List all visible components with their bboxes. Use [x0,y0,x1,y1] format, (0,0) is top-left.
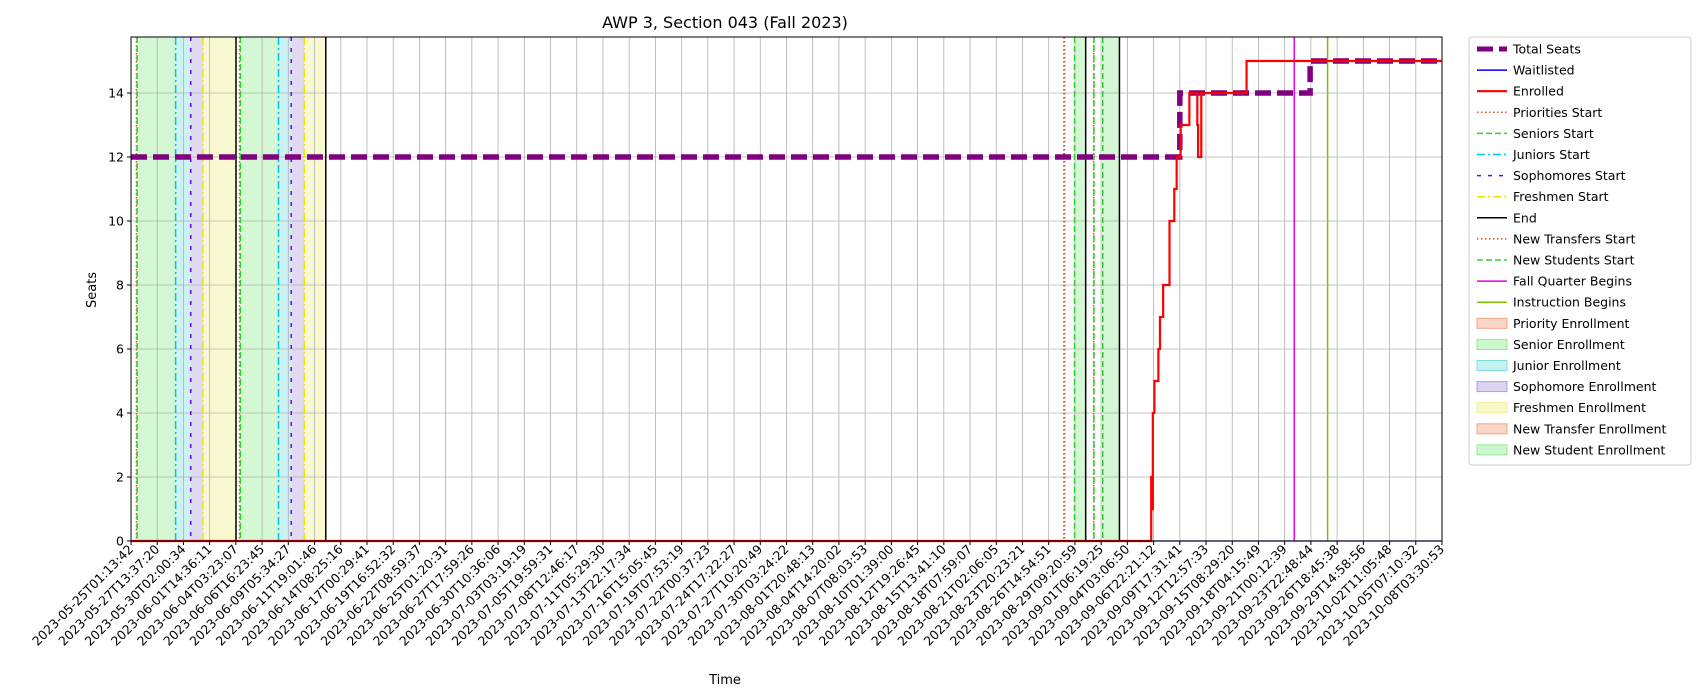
legend-swatch [1476,381,1508,393]
legend-swatch [1476,402,1508,414]
legend-frame [1468,36,1692,466]
legend-label: Freshmen Start [1513,189,1609,204]
legend-swatch [1476,360,1508,371]
legend-label: New Transfer Enrollment [1513,421,1667,436]
legend-swatch [1476,317,1508,329]
legend-label: Seniors Start [1513,126,1594,141]
legend-label: Sophomore Enrollment [1513,379,1657,394]
legend-label: Instruction Begins [1513,295,1626,310]
shaded-period [278,37,292,541]
y-tick-label: 4 [116,406,124,421]
legend: Total Seats Waitlisted Enrolled Priorities … [1468,36,1692,466]
legend-label: Priorities Start [1513,105,1602,120]
legend-label: Fall Quarter Begins [1513,274,1632,289]
y-tick-label: 2 [116,470,124,485]
legend-label: New Transfers Start [1513,231,1636,246]
legend-label: Senior Enrollment [1513,337,1625,352]
shaded-period [203,37,237,541]
shaded-period [1074,37,1086,541]
series-line [131,59,1442,543]
legend-swatch [1476,423,1508,435]
axes: 024681012142023-05-25T01:13:422023-05-27… [29,36,1447,649]
y-tick-label: 14 [108,86,124,101]
legend-label: Sophomores Start [1513,168,1626,183]
legend-label: Total Seats [1512,42,1581,57]
shaded-period [1102,37,1120,541]
legend-swatch [1476,444,1508,456]
y-tick-label: 0 [116,534,124,549]
legend-label: Junior Enrollment [1512,358,1621,373]
legend-label: Freshmen Enrollment [1513,400,1646,415]
x-axis-label: Time [708,673,741,688]
legend-label: End [1513,210,1537,225]
shaded-period [291,37,305,541]
legend-label: Enrolled [1513,84,1564,99]
legend-label: Juniors Start [1512,147,1590,162]
shaded-period [240,37,279,541]
shaded-period [137,37,176,541]
grid-lines [130,37,1443,542]
y-axis-label: Seats [85,272,100,308]
legend-label: Priority Enrollment [1513,316,1630,331]
y-tick-label: 6 [116,342,124,357]
legend-label: New Student Enrollment [1513,442,1665,457]
shaded-period [190,37,204,541]
y-tick-label: 8 [116,278,124,293]
chart-title: AWP 3, Section 043 (Fall 2023) [602,13,848,32]
shaded-period [304,37,326,541]
event-lines [135,37,1329,541]
enrollment-period-shading [137,37,1120,541]
legend-label: Waitlisted [1513,63,1575,78]
y-tick-label: 12 [108,150,124,165]
y-tick-label: 10 [108,214,124,229]
legend-swatch [1476,338,1508,350]
legend-label: New Students Start [1513,253,1635,268]
